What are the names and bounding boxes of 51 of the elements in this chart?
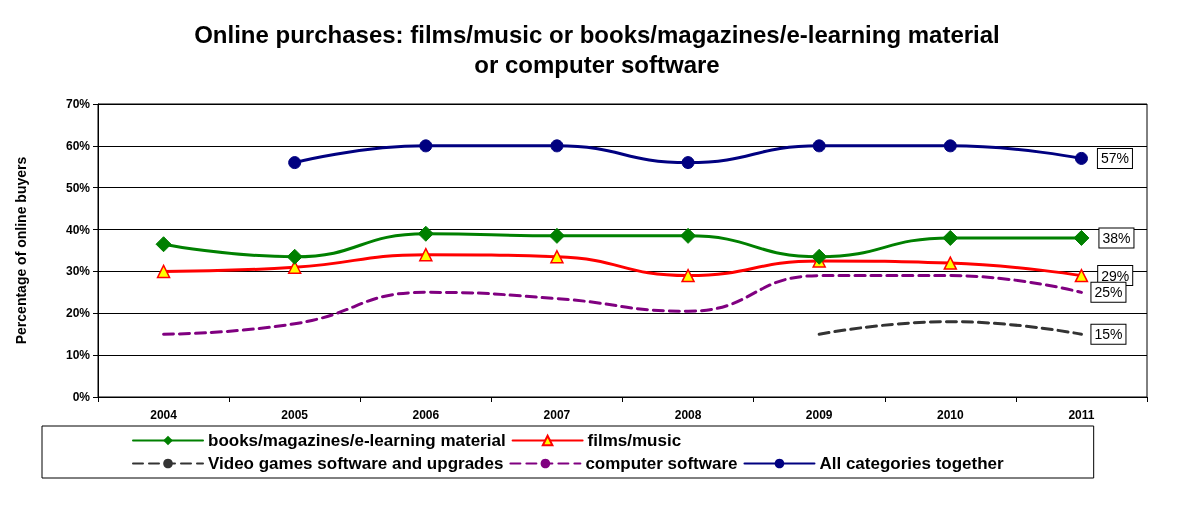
data-label: 29%	[1101, 267, 1130, 284]
legend-label: computer software	[585, 454, 738, 473]
point	[156, 264, 171, 279]
legend-label: films/music	[587, 431, 682, 450]
y-tick-label: 60%	[65, 138, 91, 153]
y-tick-label: 70%	[65, 97, 91, 111]
chart-title: Online purchases: films/music or books/magazines/e-learning material or computer software	[194, 20, 1000, 78]
point	[1074, 268, 1089, 283]
point	[942, 229, 959, 246]
point	[550, 139, 564, 153]
x-tick-label: 2010	[936, 408, 964, 422]
y-tick-label: 40%	[65, 222, 91, 237]
point	[681, 268, 695, 283]
point	[943, 139, 957, 153]
point	[419, 247, 433, 262]
y-axis-title: Percentage of online buyers	[13, 156, 29, 345]
point	[155, 236, 172, 253]
point	[943, 256, 958, 270]
point	[286, 248, 303, 265]
point	[680, 227, 697, 244]
point	[550, 250, 564, 264]
point	[288, 156, 302, 170]
x-tick-label: 2005	[281, 408, 309, 422]
y-tick-label: 30%	[65, 264, 91, 279]
point	[419, 139, 433, 153]
x-tick-label: 2009	[805, 408, 833, 422]
x-tick-label: 2011	[1068, 408, 1095, 422]
point	[287, 260, 302, 274]
y-tick-label: 10%	[65, 348, 91, 363]
legend-label: All categories together	[819, 454, 1005, 473]
x-tick-label: 2004	[150, 408, 178, 422]
x-tick-label: 2008	[674, 408, 702, 422]
data-label: 15%	[1094, 326, 1123, 343]
point	[1073, 229, 1090, 246]
line-series	[162, 274, 1083, 336]
point	[812, 139, 826, 153]
data-label: 25%	[1094, 284, 1123, 301]
point	[681, 156, 695, 170]
point	[417, 225, 434, 242]
y-tick-label: 0%	[72, 390, 91, 404]
x-tick-label: 2006	[412, 408, 440, 422]
point	[811, 248, 828, 265]
data-label: 38%	[1102, 229, 1131, 246]
legend-label: Video games software and upgrades	[208, 454, 504, 473]
x-tick-label: 2007	[543, 408, 571, 422]
data-label: 57%	[1100, 150, 1129, 167]
y-tick-label: 50%	[65, 180, 91, 195]
legend-label: books/magazines/e-learning material	[208, 431, 506, 450]
y-tick-label: 20%	[65, 306, 91, 321]
point	[548, 227, 565, 244]
point	[1074, 151, 1088, 165]
